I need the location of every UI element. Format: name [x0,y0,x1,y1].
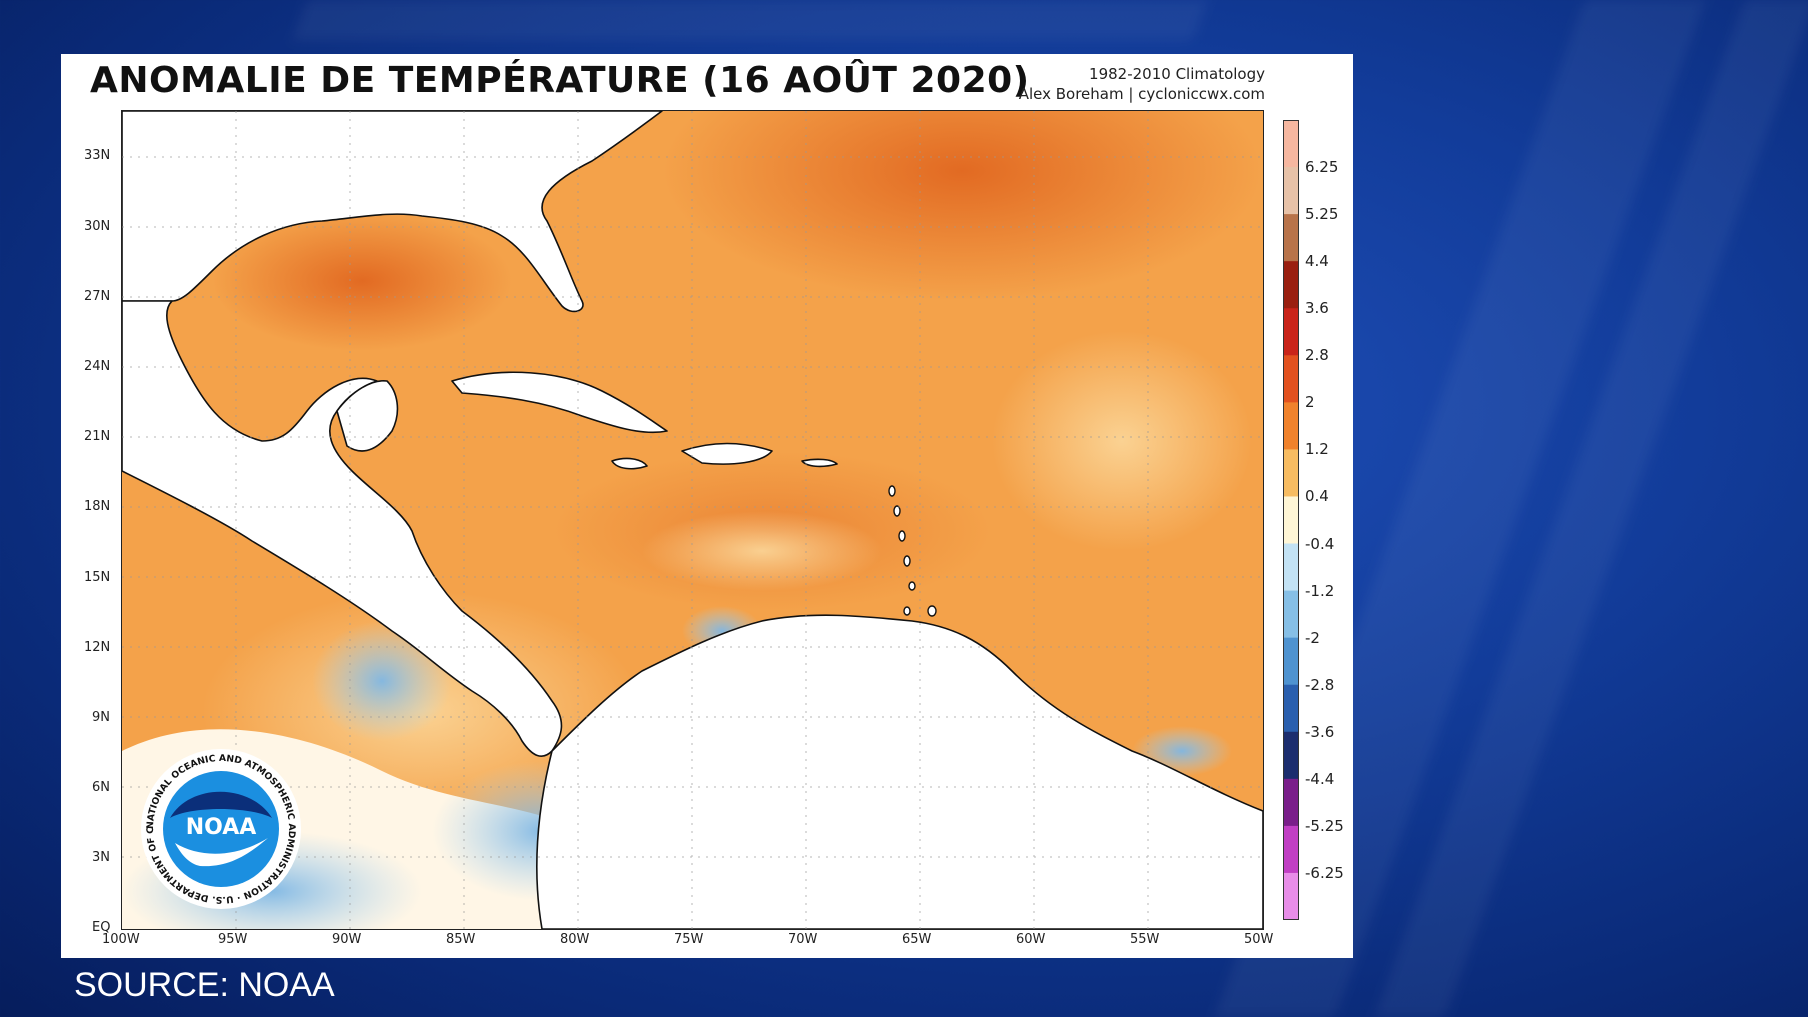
colorbar [1283,120,1299,920]
map-title: ANOMALIE DE TEMPÉRATURE (16 AOÛT 2020) [90,60,1030,101]
lon-label-90w: 90W [332,932,362,947]
colorbar-swatch [1283,120,1299,168]
colorbar-swatch [1283,543,1299,592]
warm-anomaly-atlantic [662,111,1262,301]
lon-label-80w: 80W [560,932,590,947]
lat-label-27n: 27N [84,289,111,304]
colorbar-tick-label: -5.25 [1305,816,1344,835]
colorbar-tick-label: 0.4 [1305,487,1329,506]
map-credits: 1982-2010 Climatology Alex Boreham | cyc… [1019,64,1265,104]
colorbar-swatch [1283,684,1299,733]
colorbar-tick-label: 1.2 [1305,440,1329,459]
warm-anomaly-gulf [212,211,512,351]
land-hispaniola [681,442,773,465]
colorbar-tick-label: 2.8 [1305,346,1329,365]
colorbar-swatch [1283,214,1299,262]
colorbar-tick-label: 3.6 [1305,299,1329,318]
colorbar-swatch [1283,778,1299,827]
lat-label-33n: 33N [84,148,111,163]
colorbar-swatch [1283,308,1299,356]
colorbar-swatch [1283,449,1299,497]
lesser-antilles [888,485,937,617]
colorbar-swatch [1283,731,1299,780]
land-masses [122,111,1263,929]
colorbar-swatch [1283,167,1299,215]
pale-anomaly-east [992,331,1252,551]
colorbar-tick-label: -2.8 [1305,675,1335,694]
noaa-logo-text: NOAA [186,815,257,840]
colorbar-swatch [1283,825,1299,874]
land-puerto-rico [801,458,838,468]
colorbar-tick-label: -0.4 [1305,534,1335,553]
colorbar-tick-label: 5.25 [1305,205,1339,224]
lat-label-24n: 24N [84,359,111,374]
lon-label-60w: 60W [1016,932,1046,947]
noaa-logo: NOAA NATIONAL OCEANIC AND ATMOSPHERIC AD… [140,748,301,909]
colorbar-swatch [1283,872,1299,920]
colorbar-swatch [1283,637,1299,686]
colorbar-swatch [1283,496,1299,545]
lon-label-95w: 95W [218,932,248,947]
lon-label-100w: 100W [102,932,140,947]
lat-label-3n: 3N [92,850,110,865]
colorbar-tick-label: -6.25 [1305,863,1344,882]
land-mexico-central-america [122,300,563,757]
land-usa [122,111,663,313]
lat-label-18n: 18N [84,499,111,514]
pale-anomaly-caribbean [642,511,882,591]
colorbar-swatch [1283,261,1299,309]
colorbar-tick-label: -1.2 [1305,581,1335,600]
colorbar-border [1283,120,1299,920]
land-jamaica [611,457,648,470]
cool-anomaly-pacific-1 [312,621,452,741]
lon-label-75w: 75W [674,932,704,947]
colorbar-tick-label: 6.25 [1305,158,1339,177]
colorbar-swatch [1283,355,1299,403]
sst-anomaly-map [121,110,1264,930]
colorbar-tick-label: 4.4 [1305,252,1329,271]
land-yucatan [336,380,399,452]
colorbar-swatch [1283,590,1299,639]
colorbar-tick-label: -3.6 [1305,722,1335,741]
colorbar-swatch [1283,402,1299,450]
lat-label-eq: EQ [92,920,111,935]
climatology-label: 1982-2010 Climatology [1089,65,1265,83]
colorbar-tick-label: -2 [1305,628,1320,647]
lat-label-30n: 30N [84,219,111,234]
colorbar-tick-label: 2 [1305,393,1315,412]
land-cuba [451,371,668,434]
lon-label-85w: 85W [446,932,476,947]
lon-label-70w: 70W [788,932,818,947]
lat-label-9n: 9N [92,710,110,725]
land-south-america [535,614,1263,929]
lat-label-6n: 6N [92,780,110,795]
colorbar-tick-label: -4.4 [1305,769,1335,788]
lat-label-12n: 12N [84,640,111,655]
lon-label-55w: 55W [1130,932,1160,947]
lon-label-65w: 65W [902,932,932,947]
source-caption: SOURCE: NOAA [74,966,335,1004]
lat-label-15n: 15N [84,570,111,585]
lon-label-50w: 50W [1244,932,1274,947]
lat-label-21n: 21N [84,429,111,444]
map-canvas [122,111,1263,929]
author-label: Alex Boreham | cycloniccwx.com [1018,85,1265,103]
